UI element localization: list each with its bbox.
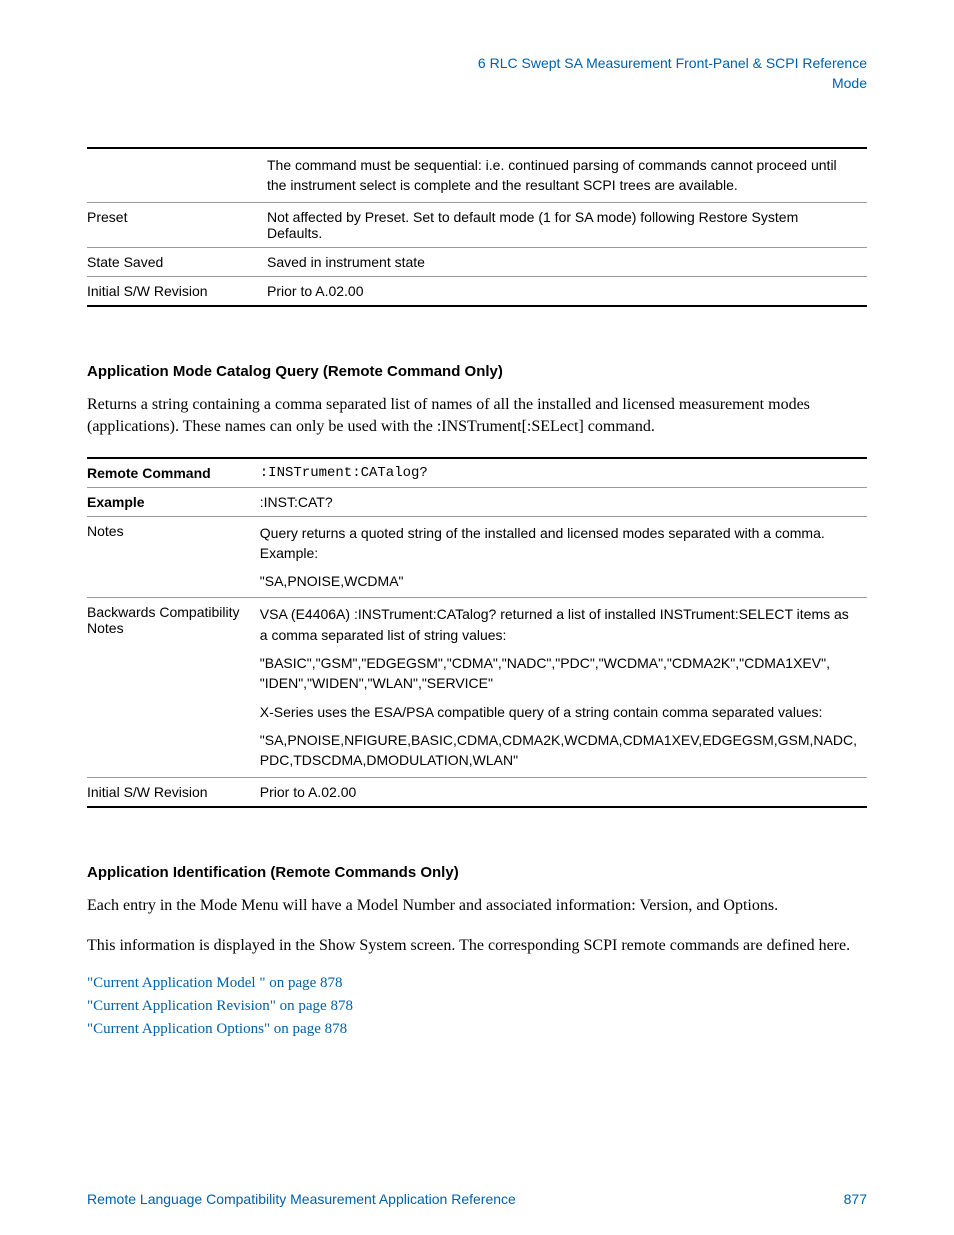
table-cell-value: Query returns a quoted string of the ins… bbox=[260, 516, 867, 598]
table-cell-value: VSA (E4406A) :INSTrument:CATalog? return… bbox=[260, 598, 867, 777]
table-cell-label: Notes bbox=[87, 516, 260, 598]
section-heading-app-identification: Application Identification (Remote Comma… bbox=[87, 864, 867, 881]
table-cell-value: Saved in instrument state bbox=[267, 247, 867, 276]
header-line-1: 6 RLC Swept SA Measurement Front-Panel &… bbox=[87, 54, 867, 74]
table-cell-value: Prior to A.02.00 bbox=[267, 276, 867, 306]
bcn-line: "BASIC","GSM","EDGEGSM","CDMA","NADC","P… bbox=[260, 653, 857, 694]
notes-line: "SA,PNOISE,WCDMA" bbox=[260, 571, 857, 591]
section-heading-catalog-query: Application Mode Catalog Query (Remote C… bbox=[87, 363, 867, 380]
section-paragraph: Returns a string containing a comma sepa… bbox=[87, 394, 867, 439]
table-cell-label: Initial S/W Revision bbox=[87, 276, 267, 306]
table-cell-label: Remote Command bbox=[87, 458, 260, 488]
footer-title: Remote Language Compatibility Measuremen… bbox=[87, 1191, 516, 1207]
table-cell-label bbox=[87, 148, 267, 202]
page-footer: Remote Language Compatibility Measuremen… bbox=[87, 1191, 867, 1207]
section-paragraph: Each entry in the Mode Menu will have a … bbox=[87, 895, 867, 917]
table-cell-value: :INST:CAT? bbox=[260, 487, 867, 516]
table-cell-value: :INSTrument:CATalog? bbox=[260, 458, 867, 488]
bcn-line: X-Series uses the ESA/PSA compatible que… bbox=[260, 702, 857, 722]
table-cell-value: Prior to A.02.00 bbox=[260, 777, 867, 807]
link-current-app-options[interactable]: "Current Application Options" on page 87… bbox=[87, 1021, 867, 1038]
table-cell-value: The command must be sequential: i.e. con… bbox=[267, 148, 867, 202]
page-header: 6 RLC Swept SA Measurement Front-Panel &… bbox=[87, 54, 867, 93]
table-cell-label: Example bbox=[87, 487, 260, 516]
properties-table-2: Remote Command :INSTrument:CATalog? Exam… bbox=[87, 457, 867, 808]
table-cell-value: Not affected by Preset. Set to default m… bbox=[267, 202, 867, 247]
section-paragraph: This information is displayed in the Sho… bbox=[87, 935, 867, 957]
page-number: 877 bbox=[844, 1191, 867, 1207]
table-cell-label: Backwards Compatibility Notes bbox=[87, 598, 260, 777]
table-cell-label: Preset bbox=[87, 202, 267, 247]
header-line-2: Mode bbox=[87, 74, 867, 94]
notes-line: Query returns a quoted string of the ins… bbox=[260, 523, 857, 564]
table-cell-label: State Saved bbox=[87, 247, 267, 276]
bcn-line: VSA (E4406A) :INSTrument:CATalog? return… bbox=[260, 604, 857, 645]
table-cell-label: Initial S/W Revision bbox=[87, 777, 260, 807]
link-current-app-revision[interactable]: "Current Application Revision" on page 8… bbox=[87, 998, 867, 1015]
link-current-app-model[interactable]: "Current Application Model " on page 878 bbox=[87, 975, 867, 992]
bcn-line: "SA,PNOISE,NFIGURE,BASIC,CDMA,CDMA2K,WCD… bbox=[260, 730, 857, 771]
properties-table-1: The command must be sequential: i.e. con… bbox=[87, 147, 867, 307]
